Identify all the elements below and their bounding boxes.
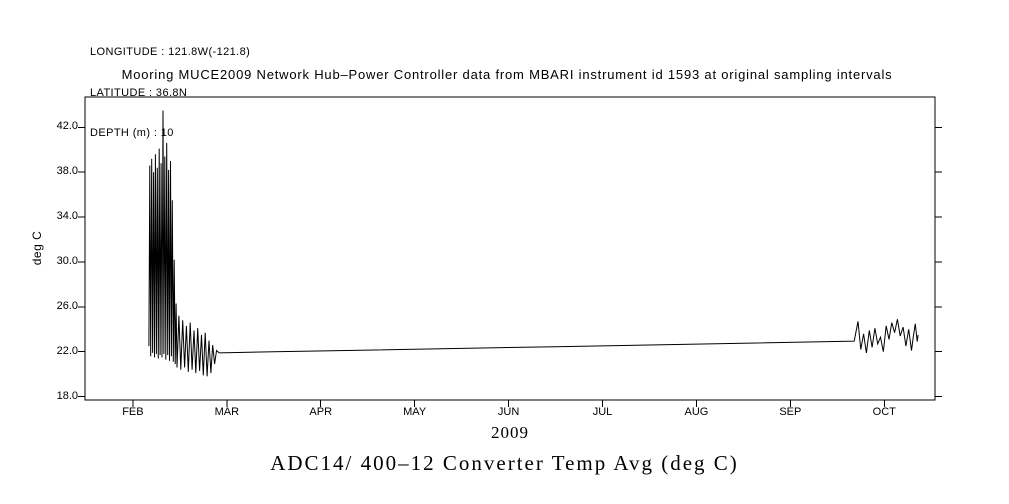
y-tick-label: 26.0 [56,299,78,312]
y-tick-label: 22.0 [56,344,78,357]
latitude-label: LATITUDE : 36.8N [90,86,188,99]
x-tick-label: JUN [497,406,520,418]
y-tick-label: 42.0 [56,120,78,133]
x-tick-label: FEB [122,406,144,418]
x-tick-label: JUL [592,406,613,418]
data-line [148,110,919,377]
chart-title: Mooring MUCE2009 Network Hub–Power Contr… [121,67,893,82]
y-tick-label: 38.0 [56,165,78,178]
depth-label: DEPTH (m) : 10 [90,127,174,139]
y-tick-label: 30.0 [56,254,78,267]
x-tick-label: OCT [872,406,896,418]
plot-frame [84,96,936,401]
y-tick-label: 18.0 [56,389,78,402]
longitude-label: LONGITUDE : 121.8W(-121.8) [90,46,251,58]
x-axis-label: 2009 [491,423,529,442]
y-tick-label: 34.0 [56,210,78,223]
x-tick-label: MAR [214,406,240,418]
x-tick-label: AUG [684,406,709,418]
chart-caption: ADC14/ 400–12 Converter Temp Avg (deg C) [270,451,739,475]
header-metadata: LONGITUDE : 121.8W(-121.8) LATITUDE : 36… [90,19,250,168]
x-tick-label: MAY [403,406,427,418]
x-tick-label: SEP [779,406,802,418]
x-tick-label: APR [309,406,333,418]
